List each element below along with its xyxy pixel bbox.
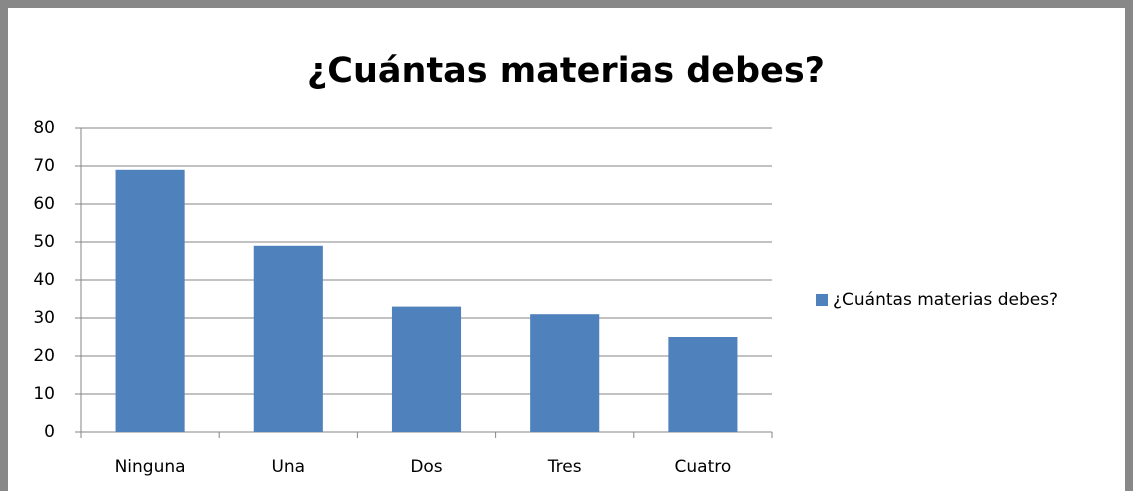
- bar: [115, 169, 185, 433]
- legend-swatch: [816, 294, 828, 306]
- y-tick-label: 70: [33, 156, 55, 176]
- chart-title: ¿Cuántas materias debes?: [307, 51, 825, 91]
- y-tick-label: 20: [33, 346, 55, 366]
- bar: [668, 337, 738, 432]
- bar: [391, 306, 462, 432]
- y-tick-label: 40: [33, 270, 55, 290]
- x-tick-label: Cuatro: [675, 457, 732, 477]
- y-tick-label: 30: [33, 308, 55, 328]
- x-tick-label: Ninguna: [115, 457, 186, 477]
- legend-label: ¿Cuántas materias debes?: [833, 290, 1058, 310]
- y-tick-label: 10: [33, 384, 55, 404]
- x-tick-label: Dos: [410, 457, 442, 477]
- bar: [253, 245, 323, 432]
- y-tick-label: 60: [33, 194, 55, 214]
- x-tick-label: Una: [271, 457, 305, 477]
- y-tick-label: 0: [44, 422, 55, 442]
- y-tick-label: 80: [33, 118, 55, 138]
- x-tick-label: Tres: [547, 457, 582, 477]
- bar: [530, 314, 600, 432]
- y-tick-label: 50: [33, 232, 55, 252]
